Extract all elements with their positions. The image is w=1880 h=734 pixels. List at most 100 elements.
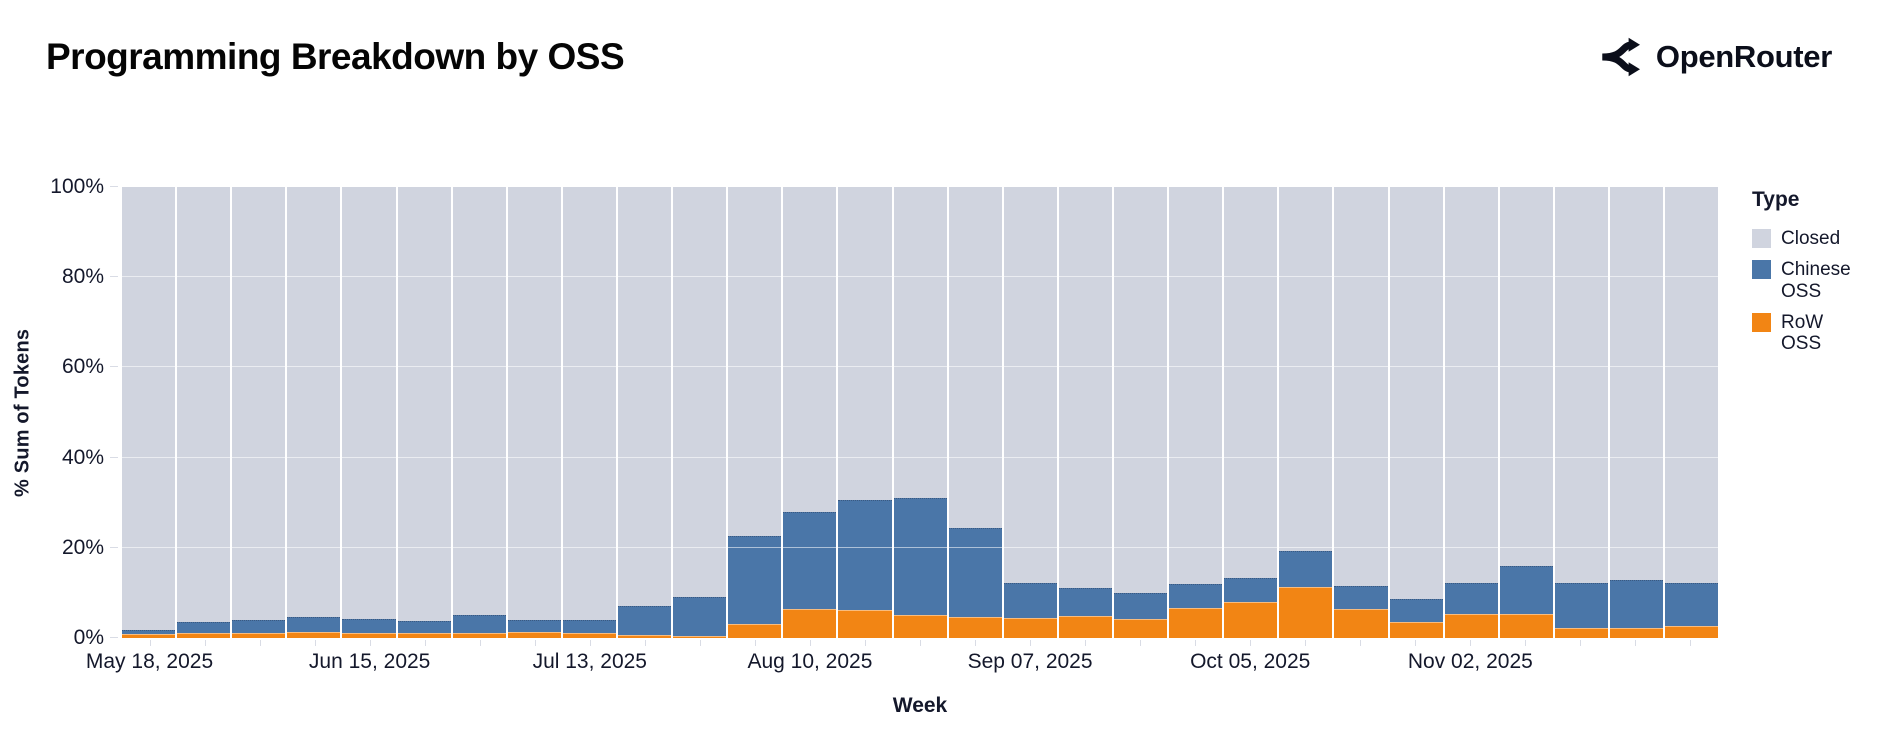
bar-segment-chinese-oss[interactable] <box>948 527 1002 617</box>
bar-week[interactable] <box>1058 187 1112 638</box>
bar-week[interactable] <box>1334 187 1388 638</box>
bar-week[interactable] <box>122 187 176 638</box>
bar-segment-row-oss[interactable] <box>507 632 561 638</box>
bar-week[interactable] <box>562 187 616 638</box>
bar-week[interactable] <box>1279 187 1333 638</box>
bar-segment-closed[interactable] <box>342 187 396 619</box>
bar-segment-row-oss[interactable] <box>1224 602 1278 638</box>
bar-segment-closed[interactable] <box>1058 187 1112 589</box>
bar-segment-chinese-oss[interactable] <box>1224 578 1278 603</box>
bar-week[interactable] <box>232 187 286 638</box>
bar-segment-closed[interactable] <box>1224 187 1278 579</box>
bar-segment-row-oss[interactable] <box>287 632 341 638</box>
bar-segment-row-oss[interactable] <box>232 633 286 638</box>
bar-week[interactable] <box>507 187 561 638</box>
bar-segment-chinese-oss[interactable] <box>893 498 947 615</box>
bar-segment-chinese-oss[interactable] <box>673 596 727 636</box>
bar-segment-closed[interactable] <box>1169 187 1223 584</box>
bar-segment-closed[interactable] <box>1279 187 1333 551</box>
bar-segment-closed[interactable] <box>728 187 782 536</box>
bar-segment-row-oss[interactable] <box>452 633 506 638</box>
bar-segment-chinese-oss[interactable] <box>1444 582 1498 614</box>
legend-item-closed[interactable]: Closed <box>1752 228 1872 249</box>
bar-week[interactable] <box>342 187 396 638</box>
bar-segment-closed[interactable] <box>507 187 561 620</box>
legend-item-chinese-oss[interactable]: Chinese OSS <box>1752 259 1872 302</box>
bar-segment-chinese-oss[interactable] <box>1003 582 1057 618</box>
bar-segment-closed[interactable] <box>1003 187 1057 583</box>
bar-week[interactable] <box>617 187 672 638</box>
bar-week[interactable] <box>1003 187 1057 638</box>
bar-segment-chinese-oss[interactable] <box>562 619 616 633</box>
bar-week[interactable] <box>452 187 506 638</box>
bar-segment-closed[interactable] <box>948 187 1002 528</box>
bar-segment-closed[interactable] <box>1609 187 1664 580</box>
bar-segment-chinese-oss[interactable] <box>232 620 286 634</box>
bar-segment-row-oss[interactable] <box>122 633 176 638</box>
bar-segment-row-oss[interactable] <box>1279 586 1333 638</box>
bar-segment-closed[interactable] <box>452 187 506 615</box>
bar-segment-row-oss[interactable] <box>1554 628 1608 638</box>
bar-segment-closed[interactable] <box>232 187 286 621</box>
bar-segment-closed[interactable] <box>838 187 892 501</box>
bar-week[interactable] <box>783 187 837 638</box>
bar-week[interactable] <box>1499 187 1553 638</box>
bar-segment-chinese-oss[interactable] <box>1169 583 1223 609</box>
bar-segment-row-oss[interactable] <box>1665 626 1719 638</box>
bar-segment-row-oss[interactable] <box>1609 628 1664 638</box>
bar-week[interactable] <box>397 187 451 638</box>
bar-segment-row-oss[interactable] <box>783 609 837 638</box>
bar-segment-chinese-oss[interactable] <box>1334 585 1388 610</box>
bar-segment-chinese-oss[interactable] <box>507 619 561 633</box>
bar-segment-row-oss[interactable] <box>1444 613 1498 638</box>
bar-week[interactable] <box>177 187 231 638</box>
bar-segment-chinese-oss[interactable] <box>1058 588 1112 616</box>
bar-segment-chinese-oss[interactable] <box>1609 579 1664 629</box>
bar-segment-closed[interactable] <box>177 187 231 622</box>
bar-segment-chinese-oss[interactable] <box>1279 550 1333 587</box>
bar-segment-chinese-oss[interactable] <box>617 605 672 635</box>
bar-segment-closed[interactable] <box>893 187 947 499</box>
bar-week[interactable] <box>1665 187 1719 638</box>
bar-segment-closed[interactable] <box>1334 187 1388 586</box>
bar-segment-closed[interactable] <box>1444 187 1498 583</box>
bar-segment-closed[interactable] <box>122 187 176 631</box>
bar-segment-chinese-oss[interactable] <box>122 630 176 634</box>
bar-segment-row-oss[interactable] <box>673 635 727 638</box>
bar-segment-row-oss[interactable] <box>617 634 672 638</box>
bar-segment-row-oss[interactable] <box>397 633 451 638</box>
bar-segment-closed[interactable] <box>673 187 727 597</box>
bar-week[interactable] <box>1224 187 1278 638</box>
bar-segment-closed[interactable] <box>1389 187 1443 600</box>
bar-segment-row-oss[interactable] <box>342 633 396 638</box>
bar-week[interactable] <box>728 187 782 638</box>
bar-segment-closed[interactable] <box>783 187 837 513</box>
bar-segment-chinese-oss[interactable] <box>1554 582 1608 629</box>
bar-week[interactable] <box>287 187 341 638</box>
bar-segment-row-oss[interactable] <box>893 614 947 638</box>
bar-segment-chinese-oss[interactable] <box>287 617 341 633</box>
bar-segment-row-oss[interactable] <box>1499 613 1553 638</box>
bar-week[interactable] <box>838 187 892 638</box>
bar-week[interactable] <box>1389 187 1443 638</box>
bar-segment-closed[interactable] <box>287 187 341 618</box>
bar-segment-row-oss[interactable] <box>838 609 892 638</box>
bar-week[interactable] <box>1609 187 1664 638</box>
bar-segment-closed[interactable] <box>397 187 451 622</box>
legend-item-row-oss[interactable]: RoW OSS <box>1752 312 1872 355</box>
bar-week[interactable] <box>948 187 1002 638</box>
bar-segment-chinese-oss[interactable] <box>1665 582 1719 627</box>
bar-segment-chinese-oss[interactable] <box>1499 565 1553 614</box>
bar-segment-closed[interactable] <box>1113 187 1168 593</box>
bar-segment-closed[interactable] <box>1554 187 1608 583</box>
bar-week[interactable] <box>1444 187 1498 638</box>
bar-segment-chinese-oss[interactable] <box>452 614 506 634</box>
bar-segment-chinese-oss[interactable] <box>397 621 451 634</box>
bar-segment-row-oss[interactable] <box>1389 622 1443 638</box>
bar-week[interactable] <box>1113 187 1168 638</box>
bar-segment-closed[interactable] <box>1665 187 1719 583</box>
bar-segment-chinese-oss[interactable] <box>1113 592 1168 619</box>
bar-segment-closed[interactable] <box>562 187 616 620</box>
bar-segment-chinese-oss[interactable] <box>177 621 231 634</box>
bar-segment-closed[interactable] <box>1499 187 1553 566</box>
